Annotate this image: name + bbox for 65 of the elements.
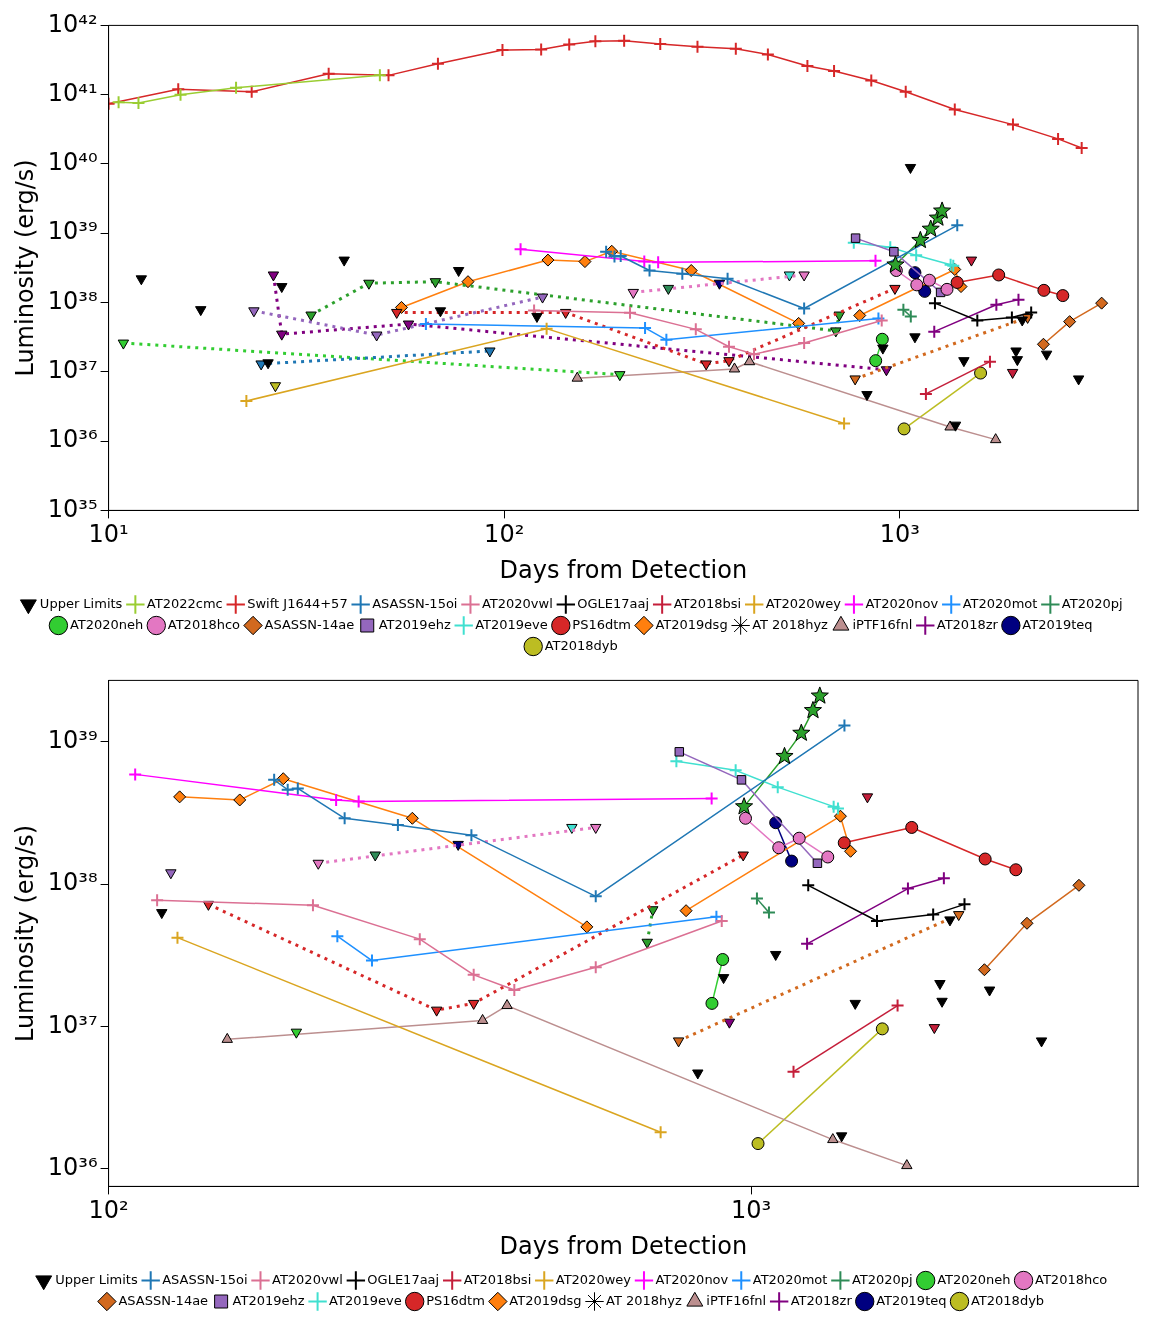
legend-label: AT2020pj bbox=[851, 1271, 913, 1287]
legend-label: OGLE17aaj bbox=[577, 595, 650, 611]
legend-label: AT2020nov bbox=[655, 1271, 729, 1287]
y-tick-label: 10³⁹ bbox=[47, 726, 98, 755]
y-tick-label: 10⁴² bbox=[47, 9, 98, 38]
legend-label: AT2020wey bbox=[765, 595, 842, 611]
legend-label: AT2019ehz bbox=[232, 1292, 305, 1308]
legend-label: iPTF16fnl bbox=[706, 1292, 767, 1308]
legend-label: AT 2018hyz bbox=[606, 1292, 682, 1308]
legend-label: AT2020nov bbox=[865, 595, 939, 611]
legend-label: AT2018dyb bbox=[544, 637, 618, 653]
legend-label: AT2020vwl bbox=[481, 595, 553, 611]
legend-label: AT2019ehz bbox=[378, 616, 451, 632]
y-tick-label: 10³⁸ bbox=[47, 286, 98, 315]
legend-label: Upper Limits bbox=[55, 1271, 138, 1287]
legend-label: PS16dtm bbox=[426, 1292, 485, 1308]
y-tick-label: 10³⁶ bbox=[47, 425, 98, 454]
legend-label: AT 2018hyz bbox=[752, 616, 829, 632]
y-tick-label: 10⁴¹ bbox=[47, 78, 98, 107]
legend-label: AT2018hco bbox=[1035, 1271, 1108, 1287]
y-tick-label: 10³⁵ bbox=[47, 494, 98, 523]
legend-label: AT2020wey bbox=[555, 1271, 632, 1287]
y-axis-title: Luminosity (erg/s) bbox=[10, 159, 39, 377]
legend-label: ASASSN-14ae bbox=[264, 616, 355, 632]
y-axis-title: Luminosity (erg/s) bbox=[10, 824, 39, 1043]
legend-label: AT2020vwl bbox=[272, 1271, 343, 1287]
y-tick-label: 10³⁷ bbox=[47, 1010, 98, 1039]
legend-label: AT2019dsg bbox=[509, 1292, 582, 1308]
legend-label: AT2018zr bbox=[790, 1292, 853, 1308]
legend-label: AT2020mot bbox=[752, 1271, 828, 1287]
x-axis-title: Days from Detection bbox=[499, 555, 748, 584]
legend-label: AT2020mot bbox=[962, 595, 1038, 611]
legend-label: ASASSN-14ae bbox=[118, 1292, 209, 1308]
y-tick-label: 10³⁸ bbox=[47, 868, 98, 897]
legend-label: Swift J1644+57 bbox=[247, 595, 348, 611]
legend-label: AT2020neh bbox=[69, 616, 144, 632]
y-tick-label: 10³⁷ bbox=[47, 356, 98, 385]
legend-label: AT2020neh bbox=[937, 1271, 1011, 1287]
legend-label: AT2022cmc bbox=[146, 595, 223, 611]
legend-label: Upper Limits bbox=[39, 595, 123, 611]
y-tick-label: 10³⁶ bbox=[47, 1152, 98, 1181]
legend-label: AT2018hco bbox=[167, 616, 241, 632]
x-tick-label: 10² bbox=[484, 520, 525, 549]
legend-label: AT2020pj bbox=[1061, 595, 1123, 611]
y-tick-label: 10³⁹ bbox=[47, 217, 98, 246]
legend-label: AT2019teq bbox=[876, 1292, 947, 1308]
legend-label: ASASSN-15oi bbox=[372, 595, 458, 611]
x-tick-label: 10¹ bbox=[88, 520, 129, 549]
legend-label: AT2018bsi bbox=[463, 1271, 532, 1287]
x-tick-label: 10² bbox=[88, 1196, 129, 1225]
legend-label: iPTF16fnl bbox=[852, 616, 913, 632]
x-axis-title: Days from Detection bbox=[499, 1231, 748, 1260]
legend-label: AT2019dsg bbox=[655, 616, 728, 632]
legend-label: AT2019eve bbox=[475, 616, 548, 632]
legend-label: AT2019teq bbox=[1022, 616, 1093, 632]
x-tick-label: 10³ bbox=[731, 1196, 772, 1225]
legend-label: AT2018bsi bbox=[673, 595, 742, 611]
legend-label: OGLE17aaj bbox=[367, 1271, 440, 1287]
y-tick-label: 10⁴⁰ bbox=[47, 148, 98, 177]
x-tick-label: 10³ bbox=[879, 520, 920, 549]
legend-label: PS16dtm bbox=[572, 616, 631, 632]
legend-label: ASASSN-15oi bbox=[162, 1271, 248, 1287]
legend-label: AT2018dyb bbox=[970, 1292, 1045, 1308]
legend-label: AT2019eve bbox=[329, 1292, 402, 1308]
legend-label: AT2018zr bbox=[936, 616, 999, 632]
